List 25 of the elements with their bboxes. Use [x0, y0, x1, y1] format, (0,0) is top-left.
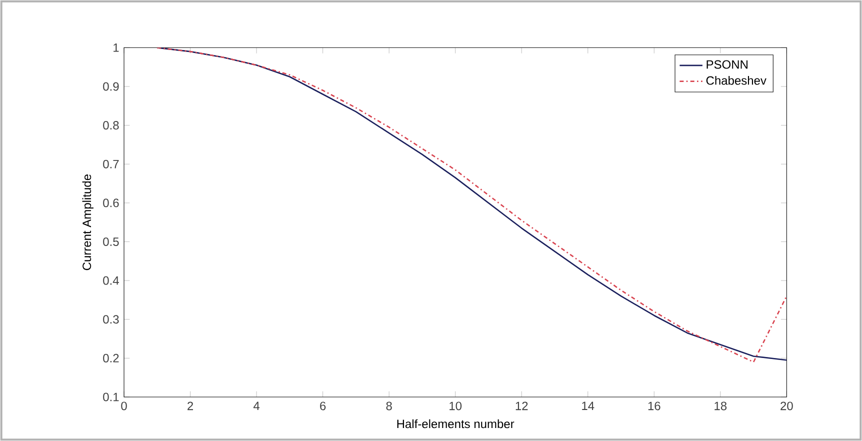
x-tick-label: 8	[386, 402, 392, 410]
x-tick-label: 20	[780, 402, 793, 410]
y-tick-label: 0.7	[103, 160, 119, 168]
x-tick-label: 6	[320, 402, 326, 410]
y-tick-label: 0.2	[103, 354, 119, 362]
x-axis-title: Half-elements number	[397, 419, 514, 428]
y-tick-label: 0.6	[103, 198, 119, 208]
y-axis-title: Current Amplitude	[82, 174, 94, 270]
legend-label: Chabeshev	[706, 76, 766, 85]
y-tick-label: 0.8	[103, 121, 119, 130]
x-tick-label: 10	[450, 402, 462, 410]
y-tick-label: 0.5	[103, 237, 119, 246]
x-tick-label: 18	[714, 402, 727, 410]
y-tick-label: 0.9	[103, 82, 119, 91]
y-tick-label: 0.4	[103, 276, 119, 285]
y-tick-label: 0.1	[103, 392, 119, 402]
y-tick-label: 1	[114, 44, 119, 52]
x-tick-label: 16	[648, 402, 660, 410]
x-tick-label: 0	[121, 402, 127, 410]
legend-label: PSONN	[706, 60, 748, 69]
y-tick-label: 0.3	[103, 315, 119, 324]
x-tick-label: 12	[516, 402, 528, 410]
x-tick-label: 14	[582, 402, 594, 410]
x-tick-label: 4	[253, 402, 260, 410]
x-tick-label: 2	[188, 402, 194, 410]
